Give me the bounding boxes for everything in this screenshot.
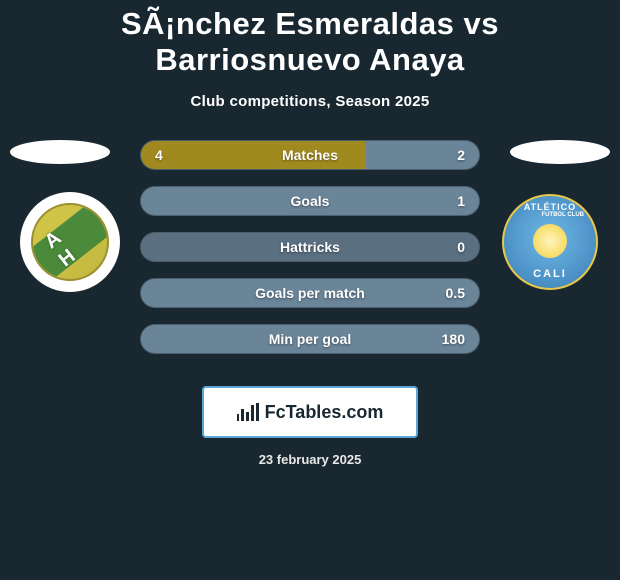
right-club-top-text: ATLÉTICO (504, 202, 596, 212)
right-club-bottom-text: CALI (504, 268, 596, 280)
stat-bars: 4 Matches 2 Goals 1 Hattricks 0 Goals per match… (140, 140, 480, 370)
comparison-content: A H ATLÉTICO FUTBOL CLUB CALI 4 Matches 2 G… (0, 140, 620, 380)
right-club-side-text: FUTBOL CLUB (541, 212, 584, 218)
left-accent-ellipse (10, 140, 110, 164)
left-club-logo: A H (31, 203, 109, 281)
stat-row: Min per goal 180 (140, 324, 480, 354)
circle-badge-icon: ATLÉTICO FUTBOL CLUB CALI (502, 194, 598, 290)
stat-row: 4 Matches 2 (140, 140, 480, 170)
stat-row: Hattricks 0 (140, 232, 480, 262)
page-title: SÃ¡nchez Esmeraldas vs Barriosnuevo Anay… (0, 0, 620, 77)
right-club-badge: ATLÉTICO FUTBOL CLUB CALI (500, 192, 600, 292)
bar-chart-icon (237, 403, 259, 421)
right-accent-ellipse (510, 140, 610, 164)
stat-label: Min per goal (269, 331, 351, 347)
stat-label: Goals (291, 193, 330, 209)
stat-label: Matches (282, 147, 338, 163)
stat-right-value: 0.5 (446, 285, 465, 301)
footer-date: 23 february 2025 (0, 452, 620, 467)
right-club-logo: ATLÉTICO FUTBOL CLUB CALI (502, 194, 598, 290)
stat-label: Goals per match (255, 285, 365, 301)
stat-right-value: 180 (442, 331, 465, 347)
page-subtitle: Club competitions, Season 2025 (0, 93, 620, 110)
stat-right-value: 0 (457, 239, 465, 255)
footer-brand-text: FcTables.com (265, 402, 384, 423)
sun-icon (533, 224, 567, 258)
stat-right-value: 2 (457, 147, 465, 163)
stat-row: Goals 1 (140, 186, 480, 216)
stat-left-value: 4 (155, 147, 163, 163)
stat-label: Hattricks (280, 239, 340, 255)
left-club-badge: A H (20, 192, 120, 292)
stat-right-value: 1 (457, 193, 465, 209)
footer-brand-badge: FcTables.com (202, 386, 418, 438)
stat-row: Goals per match 0.5 (140, 278, 480, 308)
